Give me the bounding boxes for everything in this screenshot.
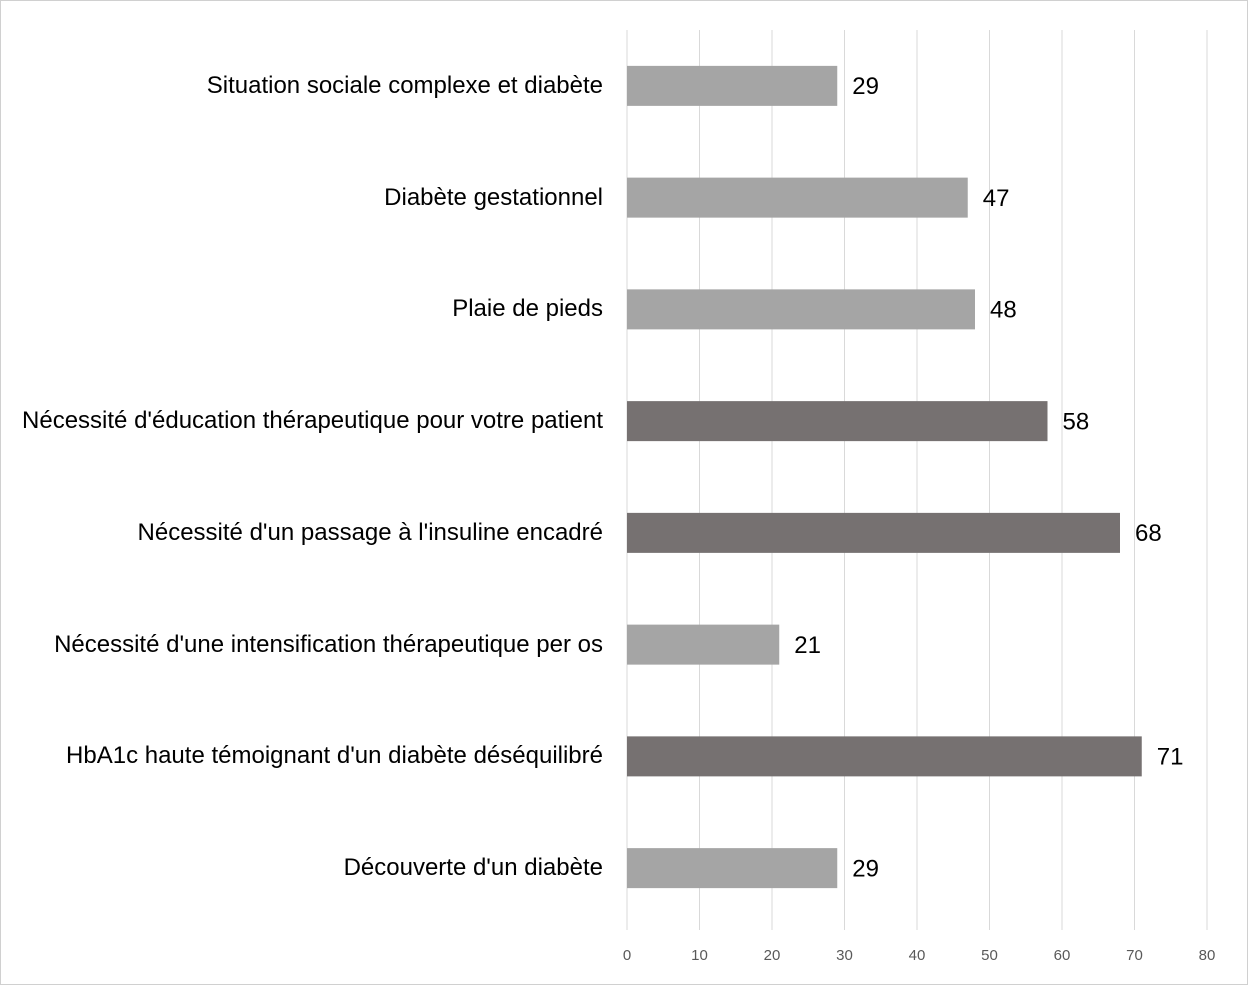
- x-tick-label: 70: [1126, 947, 1143, 964]
- value-label: 29: [852, 73, 879, 100]
- x-tick-label: 20: [764, 947, 781, 964]
- value-label: 29: [852, 855, 879, 882]
- x-tick-label: 50: [981, 947, 998, 964]
- value-label: 21: [794, 632, 821, 659]
- bar: [627, 65, 838, 106]
- bar: [627, 848, 838, 889]
- category-label-box: Plaie de pieds: [0, 259, 603, 359]
- x-tick-label: 80: [1199, 947, 1216, 964]
- x-tick-label: 10: [691, 947, 708, 964]
- value-label: 58: [1063, 408, 1090, 435]
- x-tick-label: 40: [909, 947, 926, 964]
- value-label: 68: [1135, 520, 1162, 547]
- y-tick-label: Diabète gestationnel: [384, 183, 603, 211]
- y-tick-label: Plaie de pieds: [452, 295, 603, 323]
- y-tick-label: Découverte d'un diabète: [343, 854, 603, 882]
- bar: [627, 177, 968, 218]
- bar: [627, 401, 1048, 442]
- x-tick-label: 60: [1054, 947, 1071, 964]
- y-tick-label: Situation sociale complexe et diabète: [206, 71, 603, 99]
- value-label: 71: [1157, 744, 1184, 771]
- category-label-box: Situation sociale complexe et diabète: [0, 36, 603, 136]
- y-tick-label: HbA1c haute témoignant d'un diabète désé…: [66, 742, 603, 770]
- category-label-box: HbA1c haute témoignant d'un diabète désé…: [0, 706, 603, 806]
- bar: [627, 624, 780, 665]
- x-tick-label: 0: [623, 947, 631, 964]
- y-tick-label: Nécessité d'un passage à l'insuline enca…: [137, 518, 603, 546]
- bar: [627, 512, 1120, 553]
- category-label-box: Découverte d'un diabète: [0, 818, 603, 918]
- category-label-box: Diabète gestationnel: [0, 148, 603, 248]
- category-label-box: Nécessité d'éducation thérapeutique pour…: [0, 371, 603, 471]
- x-tick-label: 30: [836, 947, 853, 964]
- value-label: 48: [990, 297, 1017, 324]
- y-tick-label: Nécessité d'éducation thérapeutique pour…: [22, 407, 603, 435]
- bar: [627, 736, 1142, 777]
- bar: [627, 289, 975, 330]
- category-label-box: Nécessité d'un passage à l'insuline enca…: [0, 483, 603, 583]
- category-label-box: Nécessité d'une intensification thérapeu…: [0, 595, 603, 695]
- y-tick-label: Nécessité d'une intensification thérapeu…: [54, 630, 603, 658]
- value-label: 47: [983, 185, 1010, 212]
